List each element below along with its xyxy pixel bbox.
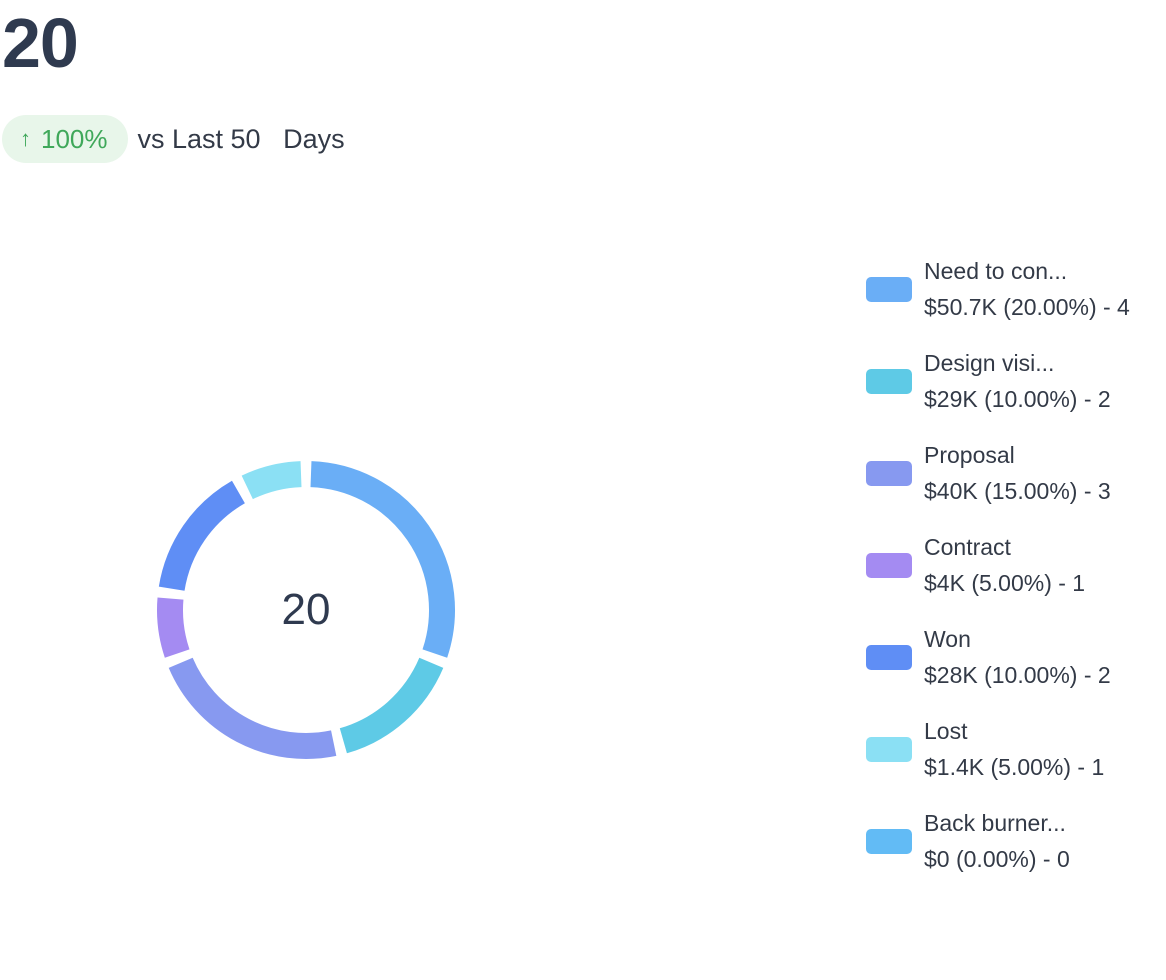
legend-swatch (866, 737, 912, 762)
trend-row: ↑ 100% vs Last 50 Days (2, 114, 345, 164)
legend-detail: $4K (5.00%) - 1 (924, 570, 1086, 596)
legend-swatch (866, 645, 912, 670)
trend-comparison: vs Last 50 Days (137, 123, 345, 154)
donut-slice[interactable] (339, 657, 444, 754)
donut-center-label: 20 (281, 585, 331, 634)
legend-item[interactable]: Design visi... $29K (10.00%) - 2 (866, 348, 1162, 440)
donut-slice[interactable] (241, 461, 302, 500)
legend-label: Won (924, 626, 971, 652)
donut-slice[interactable] (310, 461, 455, 658)
legend-item[interactable]: Lost $1.4K (5.00%) - 1 (866, 716, 1162, 808)
total-count: 20 (2, 4, 79, 82)
legend-label: Proposal (924, 442, 1015, 468)
legend-label: Design visi... (924, 350, 1055, 376)
legend-item[interactable]: Need to con... $50.7K (20.00%) - 4 (866, 256, 1162, 348)
donut-slice[interactable] (157, 597, 190, 658)
legend-item[interactable]: Contract $4K (5.00%) - 1 (866, 532, 1162, 624)
legend-label: Lost (924, 718, 968, 744)
legend-swatch (866, 277, 912, 302)
legend-swatch (866, 829, 912, 854)
donut-chart: 20 (148, 452, 464, 768)
legend-item[interactable]: Won $28K (10.00%) - 2 (866, 624, 1162, 716)
legend-detail: $28K (10.00%) - 2 (924, 662, 1111, 688)
legend-item[interactable]: Back burner... $0 (0.00%) - 0 (866, 808, 1162, 900)
legend-label: Back burner... (924, 810, 1066, 836)
legend-swatch (866, 369, 912, 394)
donut-slice[interactable] (168, 657, 337, 759)
trend-badge: ↑ 100% (2, 115, 128, 163)
legend-item[interactable]: Proposal $40K (15.00%) - 3 (866, 440, 1162, 532)
legend-detail: $0 (0.00%) - 0 (924, 846, 1070, 872)
legend-detail: $40K (15.00%) - 3 (924, 478, 1111, 504)
legend-label: Need to con... (924, 258, 1068, 284)
legend-detail: $50.7K (20.00%) - 4 (924, 294, 1130, 320)
arrow-up-icon: ↑ (20, 126, 31, 151)
legend-swatch (866, 461, 912, 486)
chart-legend: Need to con... $50.7K (20.00%) - 4 Design … (866, 256, 1162, 900)
trend-percent: 100% (41, 123, 108, 154)
legend-label: Contract (924, 534, 1011, 560)
legend-detail: $1.4K (5.00%) - 1 (924, 754, 1105, 780)
legend-swatch (866, 553, 912, 578)
legend-detail: $29K (10.00%) - 2 (924, 386, 1111, 412)
donut-chart-svg (157, 461, 455, 759)
donut-slice[interactable] (158, 480, 246, 592)
